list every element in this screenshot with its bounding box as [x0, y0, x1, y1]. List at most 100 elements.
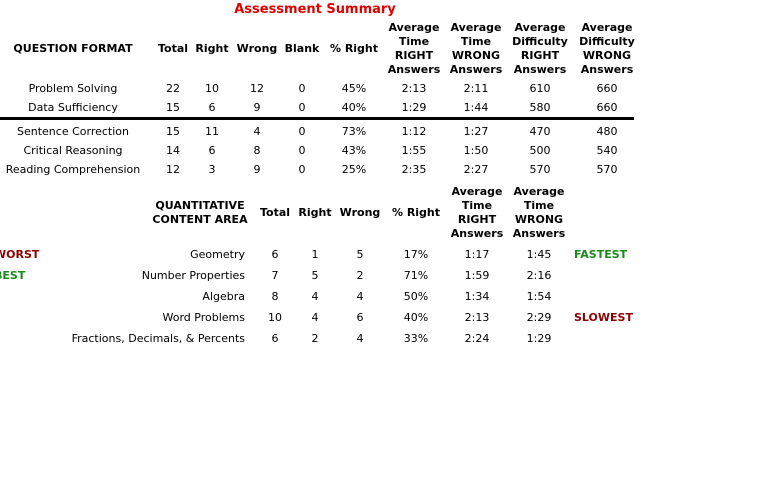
cell-diff-wrong: 660: [596, 82, 618, 95]
cell-blank: 0: [298, 125, 306, 138]
cell-diff-wrong: 480: [596, 125, 618, 138]
header-q-pct-right: % Right: [391, 206, 441, 219]
cell-pct: 73%: [341, 125, 367, 138]
cell-time-right: 1:34: [464, 290, 490, 303]
row-label: Algebra: [202, 290, 245, 303]
cell-pct: 40%: [341, 101, 367, 114]
header-avg-difficulty-right: Average Difficulty RIGHT Answers: [512, 21, 568, 76]
cell-diff-wrong: 570: [596, 163, 618, 176]
cell-time-wrong: 2:16: [526, 269, 552, 282]
table-divider: [0, 117, 634, 120]
cell-time-right: 2:35: [401, 163, 427, 176]
cell-time-right: 1:17: [464, 248, 490, 261]
header-pct-right: % Right: [329, 42, 379, 55]
cell-total: 14: [166, 144, 180, 157]
cell-blank: 0: [298, 101, 306, 114]
cell-time-right: 1:29: [401, 101, 427, 114]
cell-time-right: 2:24: [464, 332, 490, 345]
row-label: Critical Reasoning: [23, 144, 123, 157]
row-label: Fractions, Decimals, & Percents: [71, 332, 245, 345]
cell-wrong: 6: [356, 311, 364, 324]
cell-diff-wrong: 660: [596, 101, 618, 114]
cell-time-wrong: 1:54: [526, 290, 552, 303]
header-blank: Blank: [284, 42, 320, 55]
header-q-total: Total: [259, 206, 291, 219]
cell-total: 22: [166, 82, 180, 95]
cell-total: 6: [271, 248, 279, 261]
cell-wrong: 5: [356, 248, 364, 261]
cell-wrong: 9: [253, 163, 261, 176]
cell-time-wrong: 2:11: [463, 82, 489, 95]
cell-right: 11: [205, 125, 219, 138]
cell-pct: 50%: [403, 290, 429, 303]
header-total: Total: [157, 42, 189, 55]
cell-right: 2: [311, 332, 319, 345]
header-right: Right: [195, 42, 229, 55]
cell-right: 5: [311, 269, 319, 282]
row-label: Data Sufficiency: [28, 101, 118, 114]
row-label: Word Problems: [162, 311, 245, 324]
cell-diff-right: 570: [529, 163, 551, 176]
best-tag: BEST: [0, 269, 26, 282]
header-q-wrong: Wrong: [339, 206, 381, 219]
cell-time-wrong: 2:29: [526, 311, 552, 324]
cell-right: 6: [208, 101, 216, 114]
cell-wrong: 12: [250, 82, 264, 95]
cell-time-wrong: 1:29: [526, 332, 552, 345]
cell-blank: 0: [298, 82, 306, 95]
cell-pct: 71%: [403, 269, 429, 282]
cell-right: 1: [311, 248, 319, 261]
cell-pct: 17%: [403, 248, 429, 261]
cell-total: 10: [268, 311, 282, 324]
cell-diff-right: 470: [529, 125, 551, 138]
cell-blank: 0: [298, 144, 306, 157]
cell-time-wrong: 1:50: [463, 144, 489, 157]
cell-blank: 0: [298, 163, 306, 176]
cell-pct: 33%: [403, 332, 429, 345]
row-label: Geometry: [190, 248, 245, 261]
cell-pct: 25%: [341, 163, 367, 176]
cell-wrong: 9: [253, 101, 261, 114]
worst-tag: WORST: [0, 248, 40, 261]
cell-diff-right: 610: [529, 82, 551, 95]
row-label: Problem Solving: [28, 82, 118, 95]
cell-total: 12: [166, 163, 180, 176]
header-quantitative-content-area: QUANTITATIVE CONTENT AREA: [152, 199, 248, 226]
cell-right: 3: [208, 163, 216, 176]
page-title: Assessment Summary: [234, 2, 396, 17]
cell-right: 4: [311, 311, 319, 324]
cell-time-right: 1:59: [464, 269, 490, 282]
cell-diff-wrong: 540: [596, 144, 618, 157]
cell-diff-right: 500: [529, 144, 551, 157]
cell-time-right: 2:13: [464, 311, 490, 324]
cell-time-wrong: 2:27: [463, 163, 489, 176]
cell-wrong: 4: [356, 332, 364, 345]
cell-diff-right: 580: [529, 101, 551, 114]
row-label: Number Properties: [141, 269, 245, 282]
cell-pct: 40%: [403, 311, 429, 324]
cell-right: 6: [208, 144, 216, 157]
cell-wrong: 2: [356, 269, 364, 282]
cell-pct: 43%: [341, 144, 367, 157]
header-q-avg-time-right: Average Time RIGHT Answers: [450, 185, 504, 240]
cell-time-right: 1:12: [401, 125, 427, 138]
cell-wrong: 8: [253, 144, 261, 157]
cell-time-wrong: 1:45: [526, 248, 552, 261]
header-avg-time-right: Average Time RIGHT Answers: [387, 21, 441, 76]
cell-total: 8: [271, 290, 279, 303]
row-label: Reading Comprehension: [5, 163, 141, 176]
header-avg-time-wrong: Average Time WRONG Answers: [449, 21, 503, 76]
cell-pct: 45%: [341, 82, 367, 95]
slowest-tag: SLOWEST: [574, 311, 633, 324]
cell-right: 10: [205, 82, 219, 95]
cell-time-right: 1:55: [401, 144, 427, 157]
cell-right: 4: [311, 290, 319, 303]
cell-wrong: 4: [253, 125, 261, 138]
header-avg-difficulty-wrong: Average Difficulty WRONG Answers: [579, 21, 635, 76]
cell-total: 15: [166, 125, 180, 138]
row-label: Sentence Correction: [17, 125, 129, 138]
cell-time-right: 2:13: [401, 82, 427, 95]
fastest-tag: FASTEST: [574, 248, 628, 261]
cell-time-wrong: 1:44: [463, 101, 489, 114]
cell-total: 7: [271, 269, 279, 282]
